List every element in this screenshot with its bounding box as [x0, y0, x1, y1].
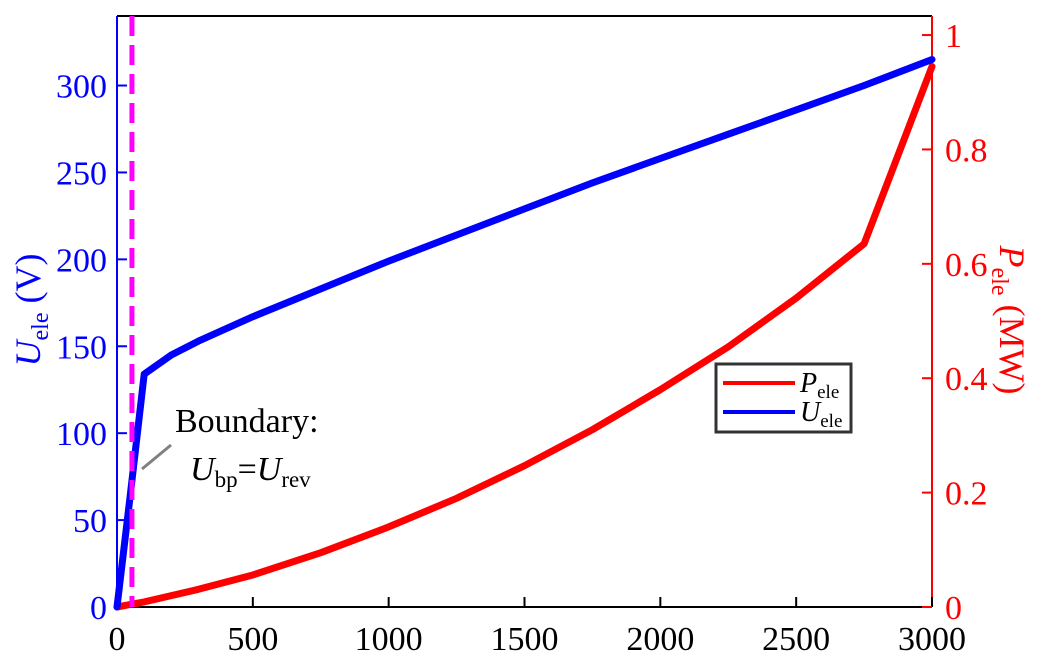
legend-box	[714, 362, 853, 434]
legend-label-p-ele: Pele	[799, 368, 839, 403]
right-y-tick-label: 0.2	[945, 476, 988, 513]
x-tick-label: 2000	[626, 621, 694, 658]
x-tick-label: 2500	[762, 621, 830, 658]
left-y-ticks: 0 50 100 150 200 250 300	[56, 69, 127, 627]
x-tick-label: 1500	[491, 621, 559, 658]
annotation-leader-line	[141, 443, 172, 471]
right-y-tick-label: 0.4	[945, 361, 988, 398]
x-tick-label: 1000	[355, 621, 423, 658]
right-y-tick-label: 0	[945, 590, 962, 627]
annotation-label-line1: Boundary:	[175, 403, 319, 440]
series-layer	[113, 56, 936, 611]
left-y-tick-label: 200	[56, 242, 107, 279]
left-y-tick-label: 250	[56, 155, 107, 192]
left-y-tick-label: 100	[56, 416, 107, 453]
series-line-p-ele	[113, 63, 936, 611]
series-line-u-ele	[113, 56, 936, 611]
x-tick-label: 3000	[898, 621, 966, 658]
annotation-label-line2: Ubp=Urev	[190, 451, 311, 492]
right-y-tick-label: 1	[945, 18, 962, 55]
x-tick-label: 0	[109, 621, 126, 658]
left-y-tick-label: 300	[56, 69, 107, 106]
legend: Pele Uele	[714, 362, 853, 434]
right-y-ticks: 0 0.2 0.4 0.6 0.8 1	[922, 18, 988, 627]
right-y-tick-label: 0.8	[945, 132, 988, 169]
left-y-tick-label: 0	[90, 590, 107, 627]
left-y-tick-label: 50	[73, 503, 107, 540]
x-tick-label: 500	[227, 621, 278, 658]
x-ticks: 0 500 1000 1500 2000 2500 3000	[109, 597, 966, 658]
legend-label-u-ele: Uele	[800, 397, 842, 432]
right-y-axis-label: Pele (MW)	[986, 245, 1032, 395]
boundary-annotation: Boundary: Ubp=Urev	[141, 403, 319, 492]
left-y-tick-label: 150	[56, 329, 107, 366]
right-y-tick-label: 0.6	[945, 247, 988, 284]
left-y-axis-label: Uele (V)	[8, 254, 54, 367]
